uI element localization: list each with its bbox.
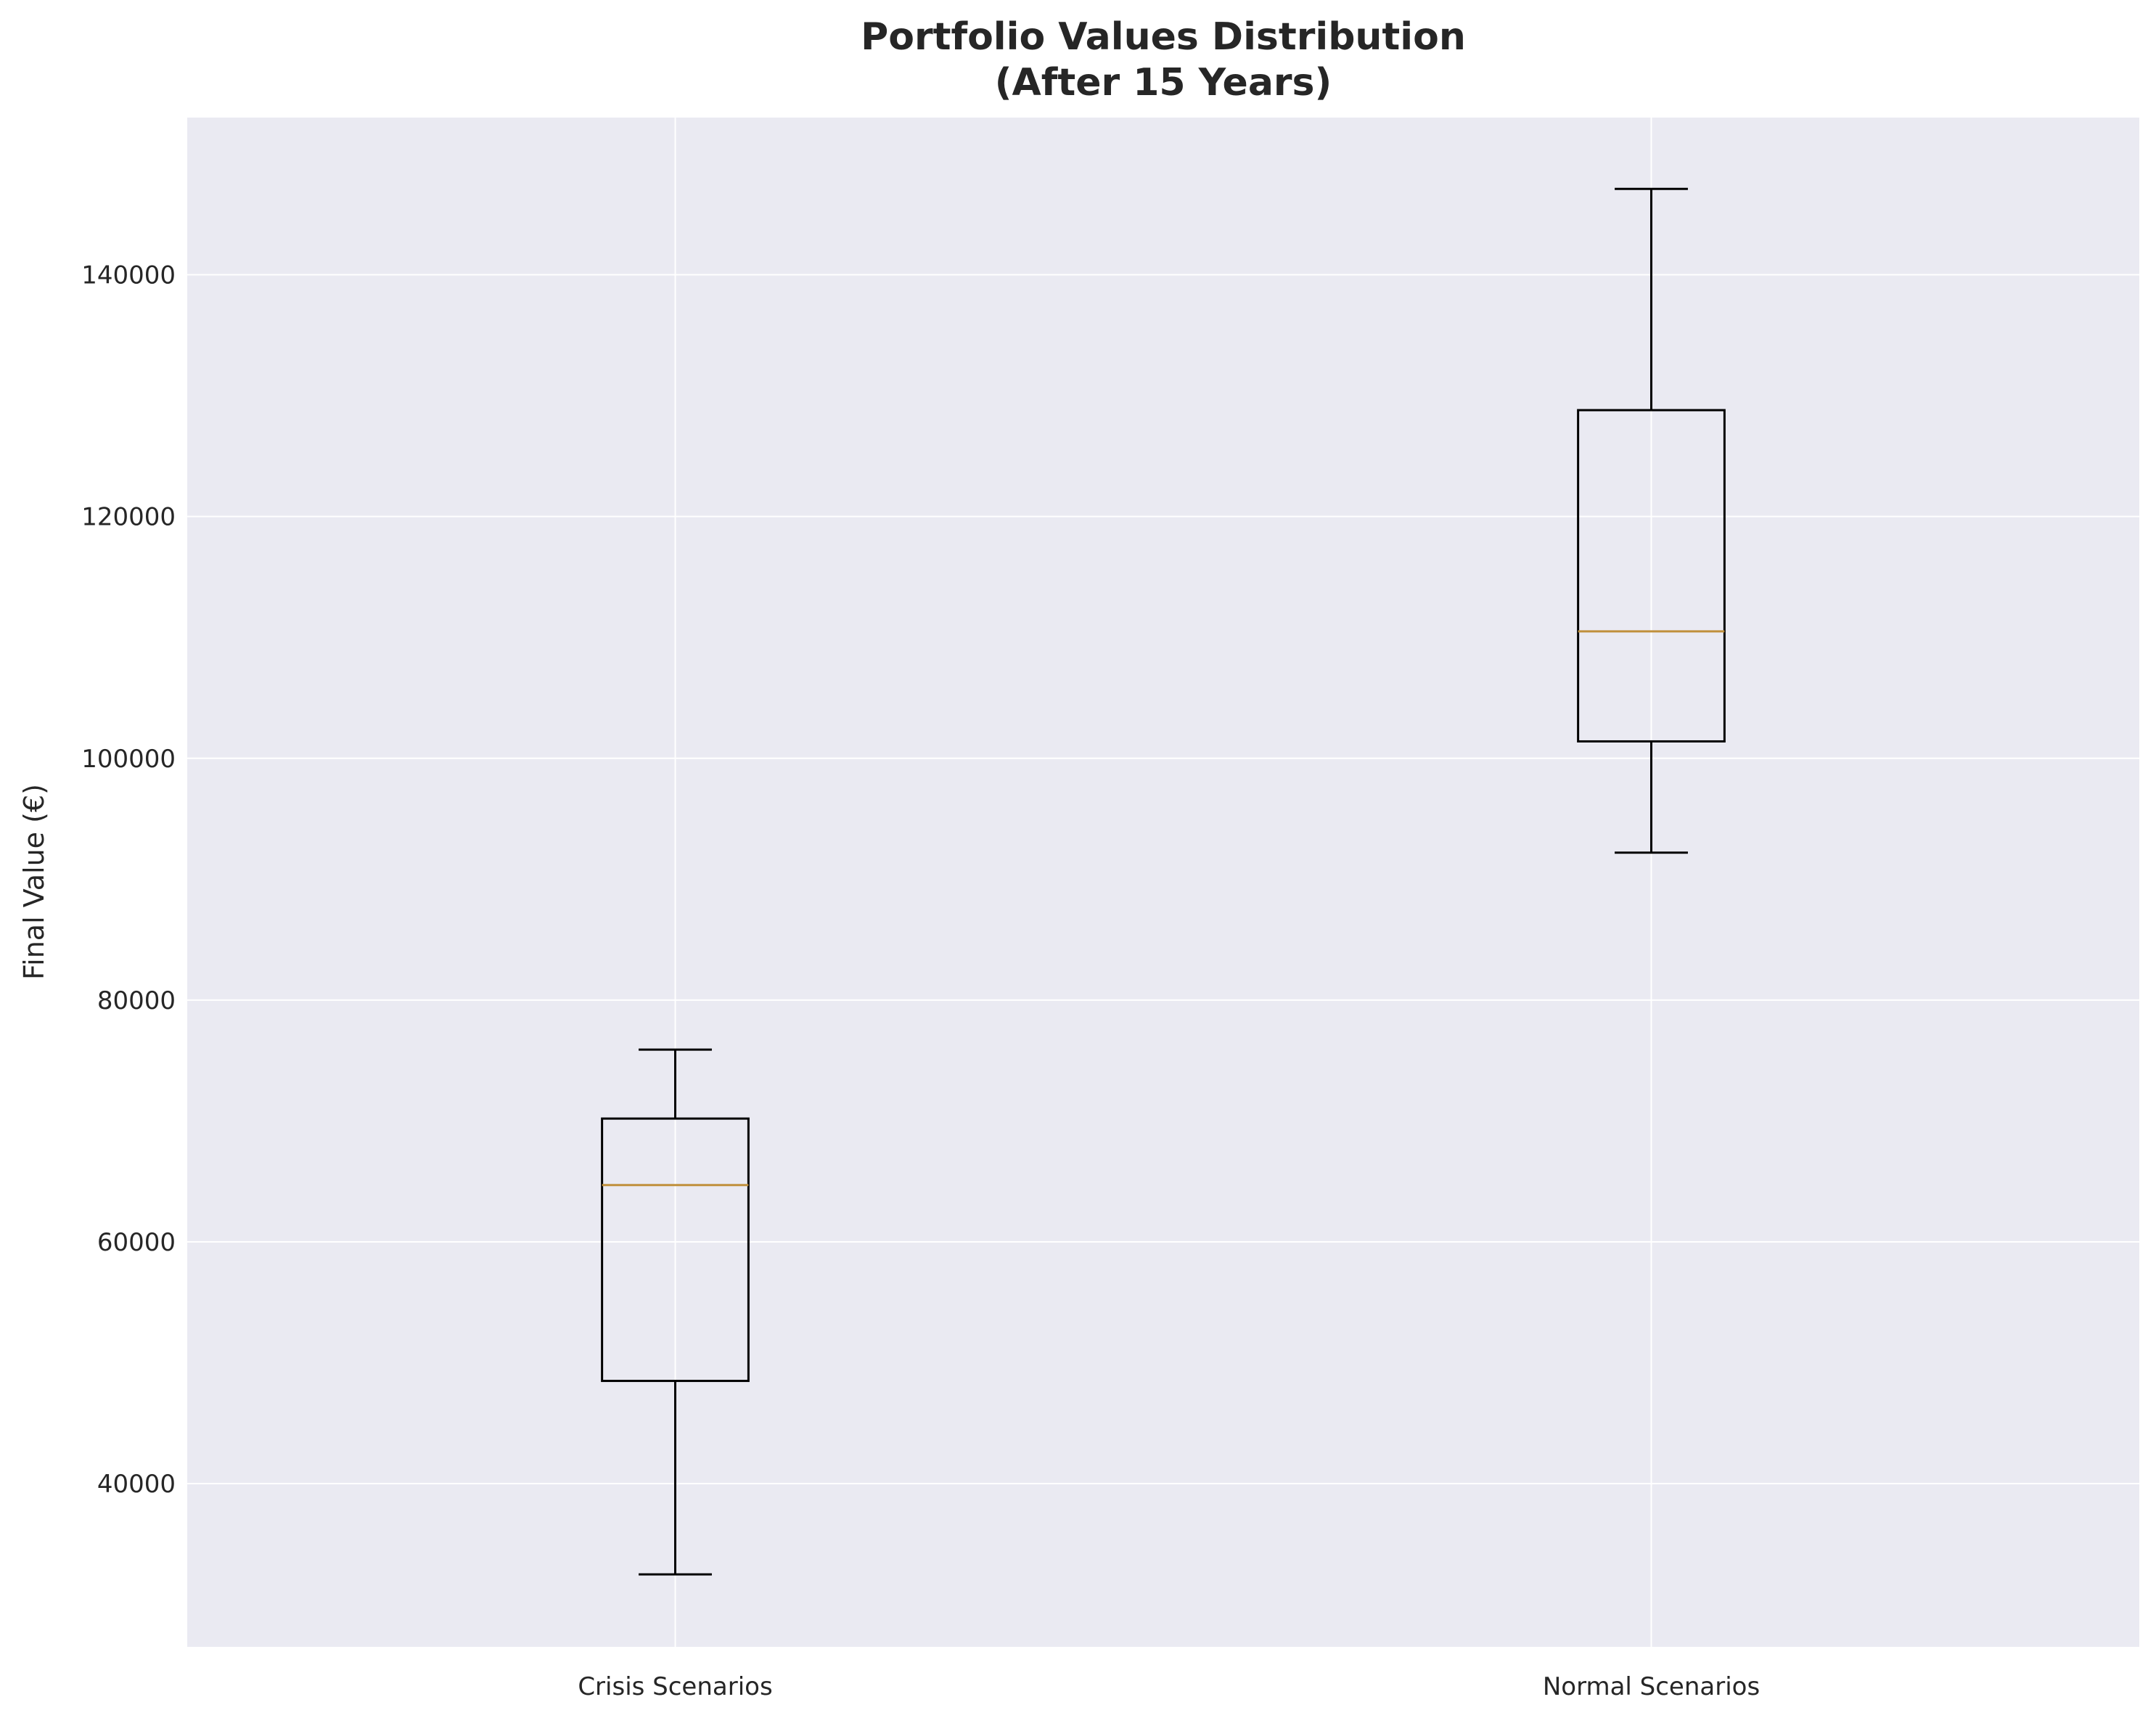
boxes: [601, 187, 1726, 1576]
iqr-box-1: [1577, 409, 1726, 743]
y-tick-label-120000: 120000: [81, 503, 176, 532]
x-axis-ticks: Crisis Scenarios Normal Scenarios: [578, 1672, 1760, 1701]
x-tick-label-1: Normal Scenarios: [1543, 1672, 1760, 1701]
y-tick-label-60000: 60000: [97, 1228, 176, 1257]
y-tick-label-80000: 80000: [97, 986, 176, 1015]
chart-title-line-1: Portfolio Values Distribution: [861, 15, 1466, 59]
box-1: [1577, 187, 1726, 854]
y-tick-label-140000: 140000: [81, 261, 176, 290]
iqr-box-0: [601, 1117, 750, 1383]
chart-title-line-2: (After 15 Years): [995, 61, 1332, 105]
y-axis-label: Final Value (€): [18, 784, 50, 980]
grid: [187, 118, 2139, 1647]
box-0: [601, 1048, 750, 1576]
plot-background: [187, 118, 2139, 1647]
y-tick-label-40000: 40000: [97, 1470, 176, 1499]
x-tick-label-0: Crisis Scenarios: [578, 1672, 772, 1701]
y-axis-ticks: 40000 60000 80000 100000 120000 140000: [81, 261, 176, 1500]
y-tick-label-100000: 100000: [81, 745, 176, 774]
